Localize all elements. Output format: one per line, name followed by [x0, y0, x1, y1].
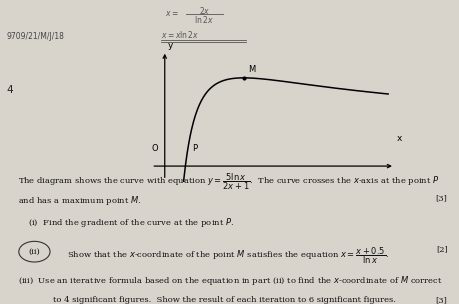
Text: (ii): (ii) — [28, 248, 40, 256]
Text: $x=$: $x=$ — [165, 9, 179, 18]
Text: (i)  Find the gradient of the curve at the point $P$.: (i) Find the gradient of the curve at th… — [28, 216, 234, 229]
Text: and has a maximum point $M$.: and has a maximum point $M$. — [18, 194, 142, 207]
Text: P: P — [192, 144, 197, 153]
Text: M: M — [248, 64, 255, 74]
Text: (iii)  Use an iterative formula based on the equation in part (ii) to find the $: (iii) Use an iterative formula based on … — [18, 274, 443, 287]
Text: [3]: [3] — [436, 194, 448, 202]
Text: O: O — [151, 144, 158, 153]
Text: $x = x \ln 2x$: $x = x \ln 2x$ — [161, 29, 199, 40]
Text: [2]: [2] — [436, 245, 448, 253]
Text: $2x$: $2x$ — [199, 5, 210, 16]
Text: to 4 significant figures.  Show the result of each iteration to 6 significant fi: to 4 significant figures. Show the resul… — [53, 296, 396, 304]
Text: The diagram shows the curve with equation $y = \dfrac{5\ln x}{2x+1}$.  The curve: The diagram shows the curve with equatio… — [18, 172, 440, 192]
Text: x: x — [397, 134, 403, 143]
Text: y: y — [168, 41, 174, 50]
Text: $\ln 2x$: $\ln 2x$ — [195, 14, 214, 25]
Text: [3]: [3] — [436, 296, 448, 304]
Text: Show that the $x$-coordinate of the point $M$ satisfies the equation $x = \dfrac: Show that the $x$-coordinate of the poin… — [67, 245, 388, 266]
Text: 9709/21/M/J/18: 9709/21/M/J/18 — [7, 32, 65, 41]
Text: 4: 4 — [7, 85, 13, 95]
